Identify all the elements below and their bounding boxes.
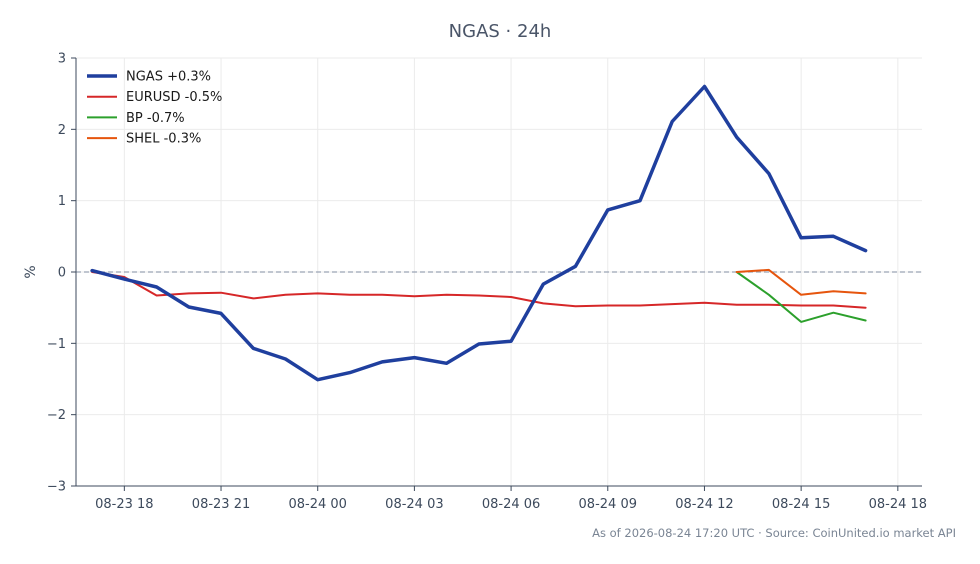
series-line-1 bbox=[91, 271, 867, 309]
y-tick-label-6: 3 bbox=[58, 52, 66, 67]
x-tick-label-8: 08-24 18 bbox=[869, 497, 927, 512]
legend-label-0: NGAS +0.3% bbox=[126, 70, 211, 85]
y-tick-label-2: −1 bbox=[47, 337, 66, 352]
x-axis-ticks: 08-23 18 08-23 21 08-24 00 08-24 03 08-24 06… bbox=[95, 486, 927, 512]
y-tick-label-1: −2 bbox=[47, 408, 66, 423]
series-line-3 bbox=[735, 268, 867, 296]
y-tick-label-3: 0 bbox=[58, 266, 66, 281]
legend-label-3: SHEL -0.3% bbox=[126, 132, 201, 147]
series-line-0 bbox=[90, 84, 868, 382]
legend-label-2: BP -0.7% bbox=[126, 111, 185, 126]
x-tick-label-5: 08-24 09 bbox=[579, 497, 637, 512]
y-tick-label-5: 2 bbox=[58, 123, 66, 138]
series-line-2 bbox=[735, 271, 867, 323]
x-tick-label-6: 08-24 12 bbox=[675, 497, 733, 512]
x-tick-label-0: 08-23 18 bbox=[95, 497, 153, 512]
series-lines bbox=[90, 84, 868, 382]
x-tick-label-1: 08-23 21 bbox=[192, 497, 250, 512]
y-tick-label-0: −3 bbox=[47, 480, 66, 495]
y-axis-label: % bbox=[23, 265, 39, 278]
grid bbox=[76, 57, 922, 487]
source-footer: As of 2026-08-24 17:20 UTC · Source: Coi… bbox=[592, 526, 956, 540]
legend: NGAS +0.3% EURUSD -0.5% BP -0.7% SHEL -0.3% bbox=[87, 70, 222, 147]
x-tick-label-4: 08-24 06 bbox=[482, 497, 540, 512]
x-tick-label-2: 08-24 00 bbox=[288, 497, 346, 512]
y-tick-label-4: 1 bbox=[58, 194, 66, 209]
legend-label-1: EURUSD -0.5% bbox=[126, 90, 222, 105]
chart-title: NGAS · 24h bbox=[449, 21, 552, 42]
y-axis-ticks: −3 −2 −1 0 1 2 3 bbox=[47, 52, 76, 495]
x-tick-label-3: 08-24 03 bbox=[385, 497, 443, 512]
x-tick-label-7: 08-24 15 bbox=[772, 497, 830, 512]
